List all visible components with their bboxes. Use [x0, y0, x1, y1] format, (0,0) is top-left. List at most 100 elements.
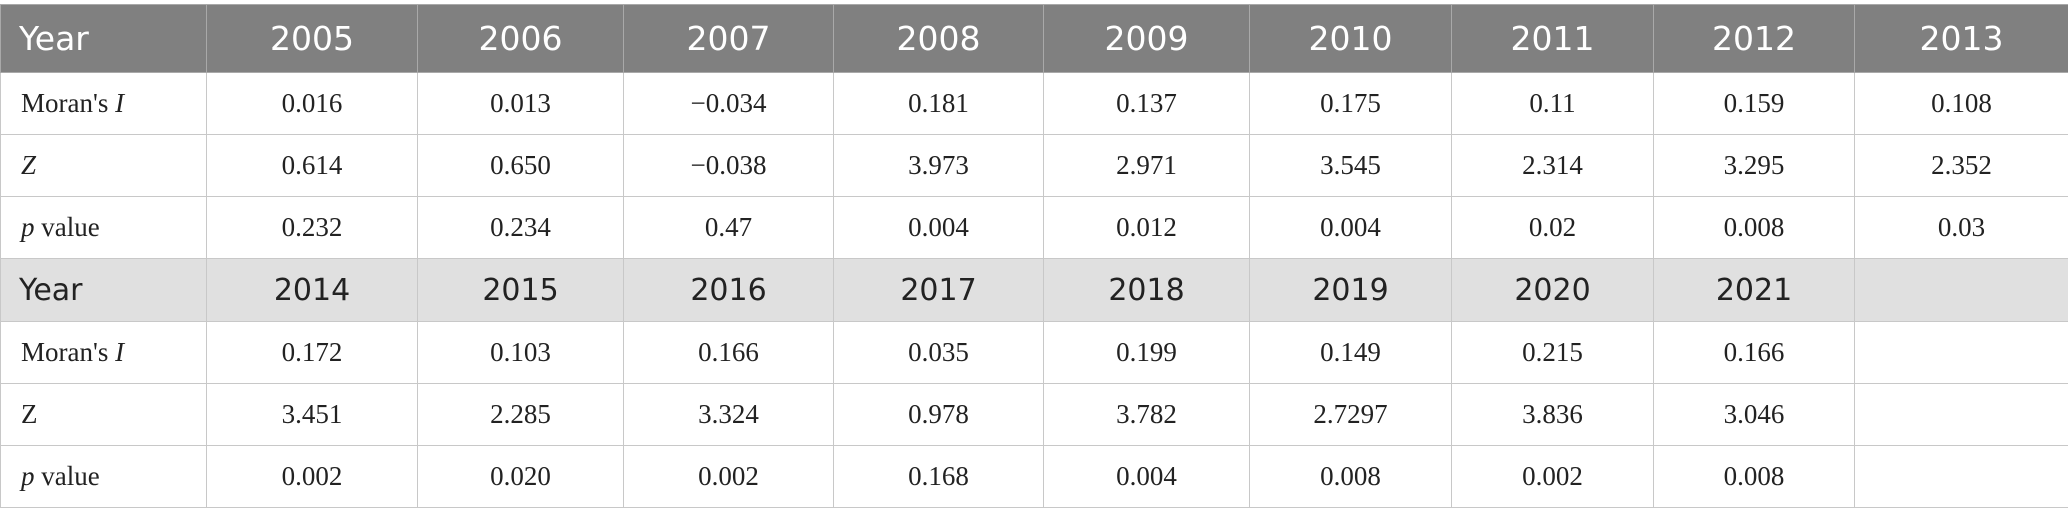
value-cell: 2.314	[1451, 134, 1654, 197]
value-cell: 2.7297	[1249, 383, 1452, 446]
row-label-symbol: I	[115, 88, 125, 118]
value-cell: 0.199	[1043, 321, 1250, 384]
year-cell	[1854, 258, 2068, 322]
row-label-text: Moran's	[21, 337, 116, 367]
year-cell: 2007	[623, 4, 834, 73]
year-cell: 2020	[1451, 258, 1654, 322]
year-label: Year	[0, 258, 207, 322]
value-cell: 3.782	[1043, 383, 1250, 446]
year-cell: 2017	[833, 258, 1044, 322]
year-cell: 2021	[1653, 258, 1855, 322]
table-row: p value 0.002 0.020 0.002 0.168 0.004 0.008 0.0…	[0, 445, 2068, 508]
value-cell: 0.166	[1653, 321, 1855, 384]
value-cell: 3.451	[206, 383, 418, 446]
moran-index-table: Year 2005 2006 2007 2008 2009 2010 2011 2012 2013…	[0, 4, 2068, 508]
row-label-text: Moran's	[21, 88, 116, 118]
value-cell: 0.614	[206, 134, 418, 197]
value-cell: −0.034	[623, 72, 834, 135]
table-body: Year 2005 2006 2007 2008 2009 2010 2011 2012 2013…	[0, 4, 2068, 508]
value-cell: 3.973	[833, 134, 1044, 197]
value-cell	[1854, 445, 2068, 508]
year-cell: 2016	[623, 258, 834, 322]
row-label-text: value	[34, 212, 100, 242]
value-cell: 0.103	[417, 321, 624, 384]
value-cell: 0.004	[1249, 196, 1452, 259]
table-row: Z 3.451 2.285 3.324 0.978 3.782 2.7297 3.836 3.0…	[0, 383, 2068, 446]
year-label: Year	[0, 4, 207, 73]
year-cell: 2008	[833, 4, 1044, 73]
row-label: p value	[0, 445, 207, 508]
value-cell: 0.02	[1451, 196, 1654, 259]
value-cell: 2.971	[1043, 134, 1250, 197]
value-cell: 0.159	[1653, 72, 1855, 135]
row-label-symbol: Z	[21, 150, 37, 180]
value-cell: 0.172	[206, 321, 418, 384]
table-row: Moran's I 0.016 0.013 −0.034 0.181 0.137 0.175…	[0, 72, 2068, 135]
year-cell: 2005	[206, 4, 418, 73]
value-cell: 0.020	[417, 445, 624, 508]
year-cell: 2015	[417, 258, 624, 322]
row-label-text: value	[34, 461, 100, 491]
row-label: Z	[0, 383, 207, 446]
value-cell: 0.016	[206, 72, 418, 135]
row-label: Moran's I	[0, 72, 207, 135]
row-label: Z	[0, 134, 207, 197]
value-cell: 0.008	[1653, 196, 1855, 259]
value-cell: 0.035	[833, 321, 1044, 384]
year-cell: 2018	[1043, 258, 1250, 322]
value-cell: −0.038	[623, 134, 834, 197]
value-cell: 0.47	[623, 196, 834, 259]
value-cell: 3.295	[1653, 134, 1855, 197]
value-cell: 0.137	[1043, 72, 1250, 135]
value-cell: 0.002	[206, 445, 418, 508]
row-label: p value	[0, 196, 207, 259]
value-cell: 3.046	[1653, 383, 1855, 446]
value-cell: 0.002	[623, 445, 834, 508]
row-label: Moran's I	[0, 321, 207, 384]
row-label-symbol: I	[115, 337, 125, 367]
value-cell	[1854, 383, 2068, 446]
value-cell: 0.013	[417, 72, 624, 135]
table-row: Z 0.614 0.650 −0.038 3.973 2.971 3.545 2.314 3.2…	[0, 134, 2068, 197]
value-cell: 0.012	[1043, 196, 1250, 259]
year-header-row: Year 2005 2006 2007 2008 2009 2010 2011 2012 2013	[0, 4, 2068, 73]
value-cell: 0.149	[1249, 321, 1452, 384]
year-header-row: Year 2014 2015 2016 2017 2018 2019 2020 2021	[0, 258, 2068, 322]
value-cell: 0.166	[623, 321, 834, 384]
value-cell: 0.008	[1249, 445, 1452, 508]
value-cell: 0.175	[1249, 72, 1452, 135]
value-cell: 0.03	[1854, 196, 2068, 259]
value-cell: 0.234	[417, 196, 624, 259]
row-label-text: Z	[21, 399, 38, 429]
row-label-symbol: p	[21, 461, 35, 491]
value-cell: 0.004	[1043, 445, 1250, 508]
value-cell: 0.650	[417, 134, 624, 197]
value-cell: 0.181	[833, 72, 1044, 135]
year-cell: 2019	[1249, 258, 1452, 322]
year-cell: 2012	[1653, 4, 1855, 73]
value-cell: 3.836	[1451, 383, 1654, 446]
value-cell	[1854, 321, 2068, 384]
value-cell: 2.285	[417, 383, 624, 446]
value-cell: 0.168	[833, 445, 1044, 508]
value-cell: 2.352	[1854, 134, 2068, 197]
value-cell: 0.232	[206, 196, 418, 259]
year-cell: 2013	[1854, 4, 2068, 73]
value-cell: 0.008	[1653, 445, 1855, 508]
row-label-symbol: p	[21, 212, 35, 242]
value-cell: 0.002	[1451, 445, 1654, 508]
year-cell: 2014	[206, 258, 418, 322]
table-row: p value 0.232 0.234 0.47 0.004 0.012 0.004 0.02…	[0, 196, 2068, 259]
year-cell: 2011	[1451, 4, 1654, 73]
value-cell: 0.11	[1451, 72, 1654, 135]
value-cell: 0.108	[1854, 72, 2068, 135]
year-cell: 2009	[1043, 4, 1250, 73]
value-cell: 0.215	[1451, 321, 1654, 384]
value-cell: 3.324	[623, 383, 834, 446]
value-cell: 0.004	[833, 196, 1044, 259]
year-cell: 2010	[1249, 4, 1452, 73]
value-cell: 0.978	[833, 383, 1044, 446]
year-cell: 2006	[417, 4, 624, 73]
value-cell: 3.545	[1249, 134, 1452, 197]
table-row: Moran's I 0.172 0.103 0.166 0.035 0.199 0.149 0…	[0, 321, 2068, 384]
